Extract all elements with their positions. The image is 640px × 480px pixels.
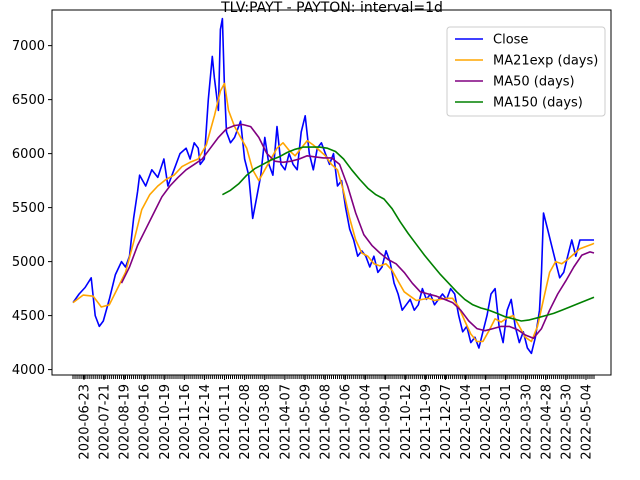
x-tick-label: 2022-04-28: [539, 384, 554, 460]
x-tick-label: 2022-03-30: [519, 384, 534, 460]
x-tick-label: 2021-04-07: [278, 384, 293, 460]
x-tick-label: 2022-05-04: [580, 384, 595, 460]
x-tick-label: 2021-02-08: [238, 384, 253, 460]
x-tick-label: 2021-10-12: [399, 384, 414, 460]
y-tick-label: 7000: [12, 39, 45, 54]
series-line-2: [120, 123, 595, 340]
x-tick-label: 2021-08-04: [359, 384, 374, 460]
x-axis: 2020-06-23 2020-07-21 2020-08-19 2020-09-16…: [72, 375, 595, 460]
x-tick-label: 2021-06-08: [319, 384, 334, 460]
plot-frame: [51, 9, 612, 376]
legend-box: [446, 26, 606, 117]
chart-title: TLV:PAYT - PAYTON: interval=1d: [220, 0, 443, 16]
plot-lines: [72, 17, 595, 355]
x-tick-label: 2022-03-01: [499, 384, 514, 460]
y-tick-label: 5500: [12, 201, 45, 216]
x-tick-label: 2021-07-06: [339, 384, 354, 460]
legend: Close MA21exp (days) MA50 (days) MA150 (day…: [446, 26, 606, 117]
y-tick-label: 6500: [12, 93, 45, 108]
y-tick-label: 4000: [12, 363, 45, 378]
legend-label: MA150 (days): [493, 96, 583, 111]
legend-label: MA21exp (days): [493, 54, 598, 69]
legend-label: Close: [493, 33, 528, 48]
x-tick-label: 2021-03-08: [258, 384, 273, 460]
x-tick-label: 2020-11-16: [178, 384, 193, 460]
series-line-3: [222, 146, 595, 322]
x-tick-label: 2020-08-19: [118, 384, 133, 460]
x-tick-label: 2021-09-01: [379, 384, 394, 460]
x-tick-label: 2022-01-04: [459, 384, 474, 460]
x-tick-label: 2020-09-16: [138, 384, 153, 460]
x-tick-label: 2022-05-30: [559, 384, 574, 460]
x-tick-label: 2022-02-01: [479, 384, 494, 460]
x-tick-label: 2020-06-23: [78, 384, 93, 460]
x-tick-label: 2021-12-07: [439, 384, 454, 460]
y-tick-label: 5000: [12, 255, 45, 270]
x-tick-label: 2021-01-11: [218, 384, 233, 460]
y-tick-label: 6000: [12, 147, 45, 162]
series-line-1: [72, 82, 595, 343]
y-axis: 4000 4500 5000 5500 6000 6500 7000: [12, 39, 52, 378]
legend-label: MA50 (days): [493, 75, 575, 90]
y-tick-label: 4500: [12, 309, 45, 324]
x-tick-label: 2021-11-09: [419, 384, 434, 460]
x-tick-label: 2020-12-14: [198, 384, 213, 460]
x-tick-label: 2020-07-21: [98, 384, 113, 460]
x-tick-label: 2021-05-09: [298, 384, 313, 460]
x-tick-label: 2020-10-19: [158, 384, 173, 460]
